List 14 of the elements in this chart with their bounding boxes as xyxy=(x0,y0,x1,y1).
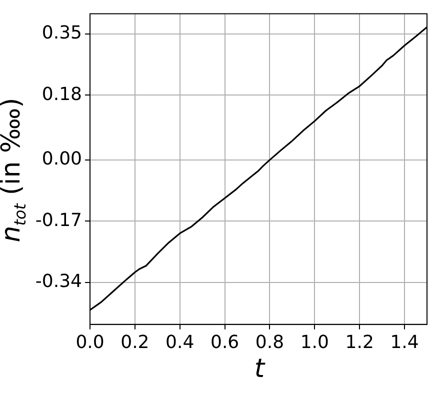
x-tick-label: 0.6 xyxy=(210,332,240,353)
x-tick-label: 1.4 xyxy=(390,332,419,353)
x-axis-title: t xyxy=(253,354,266,384)
x-tick-label: 1.2 xyxy=(345,332,374,353)
x-tick-label: 0.0 xyxy=(76,332,104,353)
y-tick-label: -0.17 xyxy=(35,210,82,231)
x-tick-label: 0.8 xyxy=(255,332,284,353)
x-tick-label: 0.4 xyxy=(166,332,194,353)
x-tick-label: 0.2 xyxy=(120,332,150,353)
y-tick-label: 0.00 xyxy=(42,148,82,170)
x-tick-label: 1.0 xyxy=(300,332,329,353)
y-tick-label: -0.34 xyxy=(35,270,82,292)
y-tick-label: 0.35 xyxy=(42,22,82,44)
y-tick-label: 0.18 xyxy=(42,84,82,105)
